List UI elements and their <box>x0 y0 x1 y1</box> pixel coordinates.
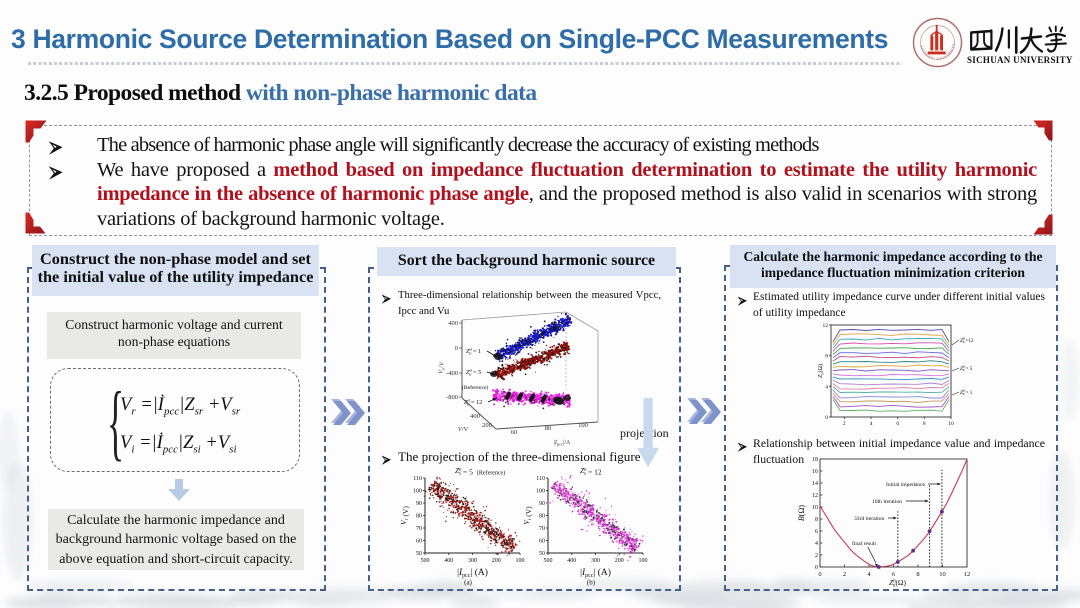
svg-text:18: 18 <box>812 457 818 463</box>
svg-text:300: 300 <box>591 558 600 564</box>
svg-text:50: 50 <box>539 551 545 557</box>
svg-text:0: 0 <box>815 565 818 571</box>
svg-text:60: 60 <box>539 539 545 545</box>
svg-text:final result: final result <box>852 540 877 547</box>
svg-text:12: 12 <box>823 323 829 329</box>
svg-text:100: 100 <box>578 422 588 429</box>
svg-text:Initial impedance: Initial impedance <box>886 482 926 488</box>
svg-text:12: 12 <box>812 493 818 499</box>
svg-text:60: 60 <box>416 539 422 545</box>
svg-text:Z0u = 12: Z0 u = 12 <box>580 466 602 476</box>
svg-text:100: 100 <box>413 489 422 495</box>
svg-text:6: 6 <box>892 571 896 578</box>
svg-text:200: 200 <box>615 558 624 564</box>
svg-text:0: 0 <box>818 571 821 578</box>
svg-text:Z0u =12: Z0 u =12 <box>960 337 974 344</box>
svg-text:4: 4 <box>825 384 828 390</box>
svg-text:100: 100 <box>516 558 525 564</box>
svg-text:90: 90 <box>539 501 545 507</box>
svg-text:10: 10 <box>812 505 818 511</box>
svg-text:8: 8 <box>815 517 818 523</box>
svg-text:100: 100 <box>536 489 545 495</box>
svg-text:Z0u = 1: Z0 u = 1 <box>960 389 973 396</box>
svg-text:8: 8 <box>923 421 926 425</box>
svg-text:8: 8 <box>825 354 828 360</box>
svg-text:300: 300 <box>468 558 477 564</box>
svg-text:200: 200 <box>482 422 492 429</box>
svg-text:400: 400 <box>567 558 576 564</box>
svg-text:2: 2 <box>815 553 818 559</box>
svg-text:60: 60 <box>511 429 518 436</box>
svg-text:10: 10 <box>948 421 954 425</box>
svg-text:8: 8 <box>916 571 919 578</box>
svg-text:110: 110 <box>413 476 422 482</box>
svg-text:80: 80 <box>539 514 545 520</box>
svg-text:10th iteration: 10th iteration <box>872 499 902 505</box>
svg-text:Vu/V: Vu/V <box>438 361 446 374</box>
svg-text:-800: -800 <box>446 394 458 401</box>
svg-text:70: 70 <box>416 526 422 532</box>
svg-text:6: 6 <box>815 529 818 535</box>
svg-text:400: 400 <box>470 413 480 420</box>
svg-text:Z0u = 1: Z0 u = 1 <box>466 347 481 356</box>
svg-text:4: 4 <box>815 541 818 547</box>
svg-text:(b): (b) <box>587 579 596 587</box>
svg-text:14: 14 <box>812 481 818 487</box>
svg-text:12: 12 <box>964 571 971 578</box>
svg-text:100: 100 <box>639 558 648 564</box>
svg-text:V/V: V/V <box>458 426 469 433</box>
svg-text:70: 70 <box>539 526 545 532</box>
svg-text:|Ipcc| (A): |Ipcc| (A) <box>580 567 611 579</box>
svg-text:0: 0 <box>825 415 828 421</box>
svg-text:Z0u = 12: Z0 u = 12 <box>464 398 482 407</box>
svg-text:Z0u = 5: Z0 u = 5 <box>960 365 973 372</box>
svg-text:Vr (V): Vr (V) <box>399 506 410 525</box>
svg-text:|Ipcc| (A): |Ipcc| (A) <box>457 567 488 579</box>
svg-text:2: 2 <box>843 421 846 425</box>
svg-text:Vi (V): Vi (V) <box>522 506 533 525</box>
svg-text:400: 400 <box>448 320 458 327</box>
svg-text:Z0u = 5(Reference): Z0 u = 5 (Reference) <box>455 466 505 476</box>
svg-text:Zu(Ω): Zu(Ω) <box>817 364 825 378</box>
svg-text:(a): (a) <box>464 579 472 587</box>
svg-text:500: 500 <box>544 558 553 564</box>
svg-text:80: 80 <box>545 425 552 432</box>
svg-text:0: 0 <box>455 345 458 352</box>
svg-text:400: 400 <box>444 558 453 564</box>
svg-text:-400: -400 <box>446 370 458 377</box>
svg-text:Z0u = 5: Z0 u = 5 <box>466 368 481 377</box>
svg-text:200: 200 <box>492 558 501 564</box>
svg-text:(Reference): (Reference) <box>462 384 489 391</box>
svg-text:90: 90 <box>416 501 422 507</box>
svg-text:2: 2 <box>843 571 846 578</box>
svg-text:33rd iteration: 33rd iteration <box>854 516 884 522</box>
svg-text:80: 80 <box>416 514 422 520</box>
svg-text:6: 6 <box>896 421 899 425</box>
svg-text:4: 4 <box>867 571 871 578</box>
svg-text:10: 10 <box>939 571 946 578</box>
svg-text:50: 50 <box>416 551 422 557</box>
svg-text:· · · ·: · · · · <box>926 22 944 30</box>
svg-text:Z0u(Ω): Z0 u(Ω) <box>889 578 907 589</box>
svg-text:16: 16 <box>812 469 818 475</box>
svg-text:SICHUAN UNIVERSITY: SICHUAN UNIVERSITY <box>967 55 1073 65</box>
svg-text:|Ipcc|/A: |Ipcc|/A <box>554 440 571 447</box>
svg-text:B(Ω): B(Ω) <box>797 505 806 522</box>
svg-text:4: 4 <box>870 421 873 425</box>
svg-text:500: 500 <box>421 558 430 564</box>
svg-text:110: 110 <box>536 476 545 482</box>
